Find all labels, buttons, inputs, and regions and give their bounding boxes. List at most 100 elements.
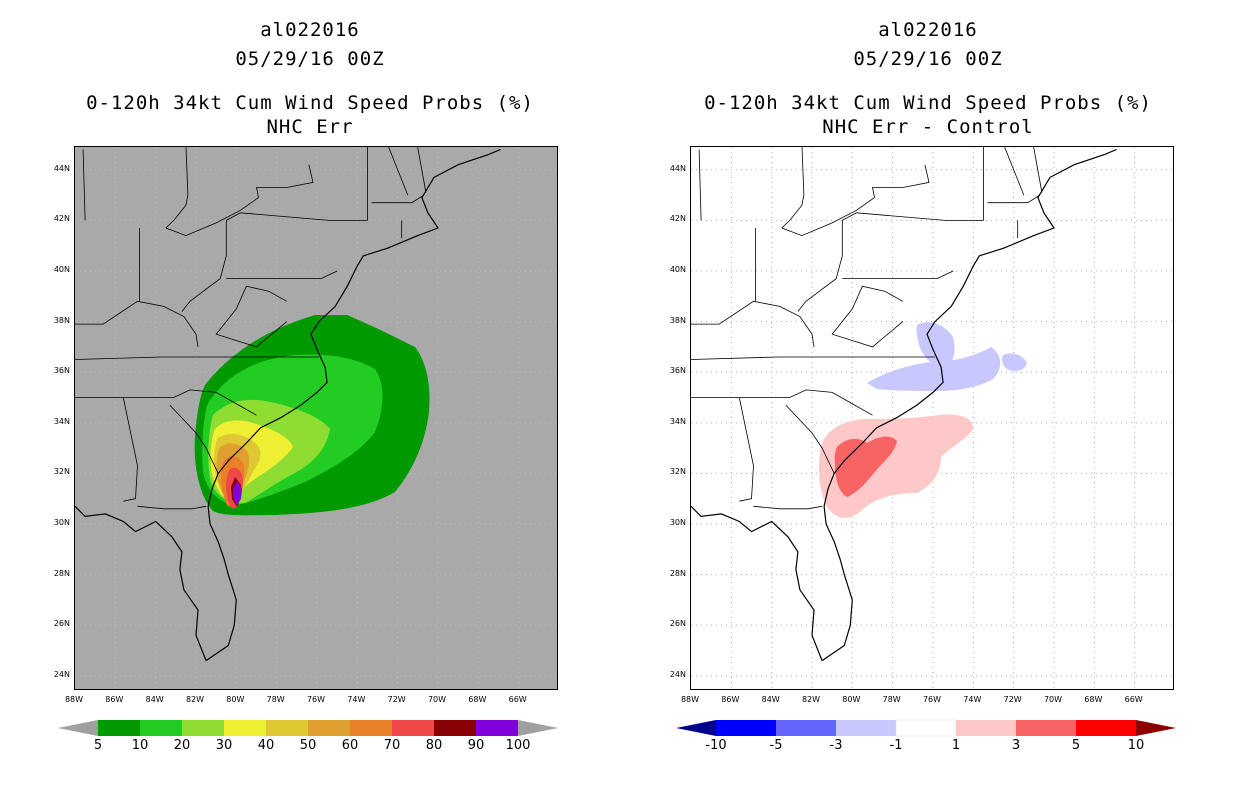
lon-tick-label: 84W bbox=[145, 695, 164, 704]
lat-tick-label: 32N bbox=[669, 467, 686, 477]
lon-tick-label: 78W bbox=[266, 695, 285, 704]
coastline bbox=[821, 148, 1117, 662]
colorbar-swatch bbox=[182, 720, 224, 736]
lat-tick-label: 42N bbox=[53, 214, 70, 224]
colorbar-swatch bbox=[895, 719, 957, 737]
colorbar-label: 5 bbox=[93, 738, 103, 753]
lat-tick-label: 32N bbox=[53, 467, 70, 477]
lon-tick-label: 66W bbox=[1124, 695, 1143, 704]
colorbar-swatch bbox=[224, 720, 266, 736]
state-border bbox=[797, 220, 843, 312]
colorbar-label: 10 bbox=[131, 738, 149, 753]
lat-tick-label: 30N bbox=[669, 518, 686, 527]
right-difference-contours bbox=[819, 322, 1027, 518]
colorbar-swatch bbox=[836, 720, 896, 736]
state-border bbox=[123, 397, 138, 502]
lon-tick-label: 78W bbox=[882, 695, 901, 704]
left-probability-contours bbox=[194, 315, 430, 516]
colorbar-label: 80 bbox=[425, 738, 443, 753]
lon-tick-label: 70W bbox=[1043, 695, 1063, 704]
state-border bbox=[691, 389, 873, 416]
lat-tick-label: 34N bbox=[669, 416, 686, 426]
left-map-svg bbox=[75, 147, 557, 689]
map-outlines bbox=[75, 147, 501, 662]
colorbar-label: 40 bbox=[257, 738, 275, 753]
map-outlines bbox=[691, 147, 1117, 662]
lon-tick-label: 74W bbox=[347, 695, 366, 704]
lon-tick-label: 74W bbox=[963, 695, 982, 704]
colorbar-label: 10 bbox=[1127, 738, 1145, 753]
state-border bbox=[82, 149, 86, 221]
state-border bbox=[831, 285, 904, 348]
lon-tick-label: 76W bbox=[922, 695, 942, 704]
state-border bbox=[75, 389, 257, 416]
right-colorbar bbox=[676, 719, 1176, 737]
right-map-panel bbox=[690, 146, 1174, 690]
state-border bbox=[417, 147, 427, 193]
state-border bbox=[215, 285, 288, 348]
colorbar-label: 30 bbox=[215, 738, 233, 753]
lat-tick-label: 24N bbox=[53, 669, 70, 679]
state-border bbox=[165, 147, 189, 229]
state-border bbox=[691, 356, 935, 360]
colorbar-swatch bbox=[140, 720, 182, 736]
coastline bbox=[75, 505, 207, 661]
diff-neg-blue-east bbox=[1002, 353, 1027, 371]
state-border bbox=[987, 194, 1041, 204]
colorbar-swatch bbox=[956, 720, 1016, 736]
colorbar-label: 100 bbox=[505, 738, 531, 753]
lat-tick-label: 38N bbox=[669, 315, 686, 325]
left-subtitle: NHC Err bbox=[266, 116, 354, 138]
lon-tick-label: 66W bbox=[508, 695, 527, 704]
left-colorbar bbox=[58, 720, 558, 736]
lat-tick-label: 26N bbox=[53, 619, 70, 629]
state-border bbox=[226, 270, 338, 280]
colorbar-swatch bbox=[308, 720, 350, 736]
state-border bbox=[842, 147, 984, 221]
lat-lon-grid bbox=[75, 147, 557, 689]
state-border bbox=[753, 505, 823, 510]
lat-tick-label: 30N bbox=[53, 518, 70, 527]
state-border bbox=[165, 164, 314, 237]
state-border bbox=[1004, 147, 1025, 196]
lon-tick-label: 82W bbox=[185, 695, 205, 704]
colorbar-label: 5 bbox=[1071, 738, 1081, 753]
lon-tick-label: 88W bbox=[680, 695, 700, 704]
state-border bbox=[181, 220, 227, 312]
lon-tick-label: 70W bbox=[427, 695, 447, 704]
lon-tick-label: 68W bbox=[1084, 695, 1103, 704]
state-border bbox=[137, 505, 207, 510]
state-border bbox=[1033, 147, 1043, 193]
state-border bbox=[75, 300, 199, 347]
lon-tick-label: 72W bbox=[387, 695, 406, 704]
colorbar-high-triangle bbox=[1136, 720, 1176, 736]
lon-tick-label: 80W bbox=[226, 695, 245, 704]
state-border bbox=[691, 300, 815, 347]
colorbar-label: 3 bbox=[1011, 738, 1021, 753]
colorbar-label: 70 bbox=[383, 738, 401, 753]
colorbar-label: -3 bbox=[829, 738, 843, 753]
lon-tick-label: 86W bbox=[105, 695, 124, 704]
diff-pos-red-core bbox=[834, 436, 897, 497]
lat-tick-label: 28N bbox=[669, 568, 686, 578]
diff-neg-blue-band bbox=[867, 347, 1001, 391]
state-border bbox=[169, 404, 219, 474]
colorbar-label: 60 bbox=[341, 738, 359, 753]
colorbar-label: 1 bbox=[951, 738, 961, 753]
lat-tick-label: 42N bbox=[669, 214, 686, 224]
state-border bbox=[75, 356, 319, 360]
lon-tick-label: 88W bbox=[64, 695, 84, 704]
coastline bbox=[691, 505, 823, 661]
colorbar-swatch bbox=[476, 720, 518, 736]
colorbar-high-triangle bbox=[518, 720, 558, 736]
right-title-block: al022016 05/29/16 00Z 0-120h 34kt Cum Wi… bbox=[618, 16, 1236, 142]
state-border bbox=[842, 270, 954, 280]
right-subtitle: NHC Err - Control bbox=[822, 116, 1034, 138]
lon-tick-label: 68W bbox=[468, 695, 487, 704]
left-map-panel bbox=[74, 146, 558, 690]
colorbar-swatch bbox=[434, 720, 476, 736]
state-border bbox=[388, 147, 409, 196]
colorbar-swatch bbox=[716, 720, 776, 736]
colorbar-label: 50 bbox=[299, 738, 317, 753]
prob-90-contour bbox=[233, 481, 242, 505]
